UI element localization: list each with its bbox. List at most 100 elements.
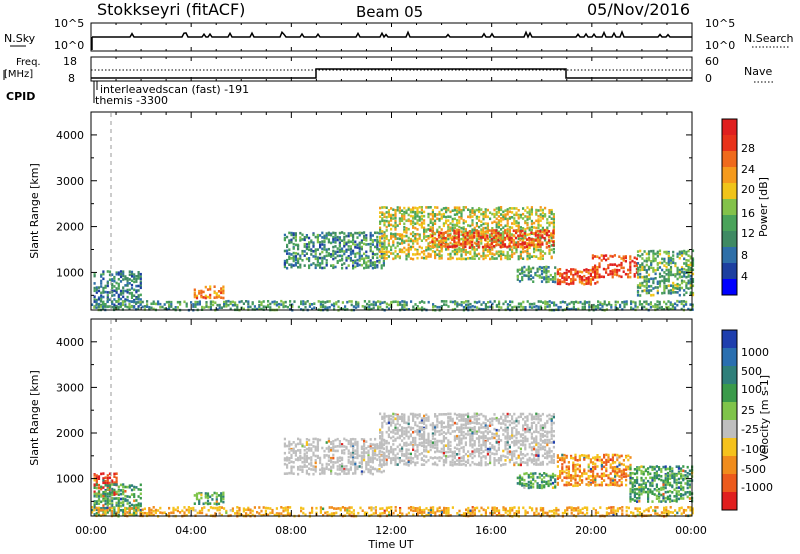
- range-cell: [541, 447, 544, 451]
- range-cell: [561, 276, 564, 280]
- range-cell: [544, 305, 547, 309]
- range-cell: [427, 244, 430, 248]
- range-cell: [414, 206, 417, 210]
- range-cell: [459, 242, 463, 246]
- range-cell: [517, 213, 520, 217]
- range-cell: [625, 300, 628, 303]
- range-cell: [685, 303, 688, 306]
- range-cell: [674, 262, 677, 265]
- range-cell: [380, 232, 383, 235]
- range-cell: [575, 308, 578, 311]
- range-cell: [334, 233, 337, 237]
- range-cell: [495, 441, 498, 444]
- range-cell: [412, 457, 415, 460]
- range-cell: [369, 236, 372, 239]
- range-cell: [535, 305, 538, 308]
- range-cell: [97, 499, 101, 502]
- range-cell: [460, 446, 463, 450]
- range-cell: [139, 300, 142, 304]
- range-cell: [685, 291, 688, 294]
- range-cell: [380, 236, 383, 240]
- range-cell: [484, 305, 487, 308]
- range-cell: [449, 460, 452, 464]
- range-cell: [552, 251, 555, 254]
- range-cell: [146, 300, 149, 303]
- range-cell: [460, 419, 463, 422]
- range-cell: [536, 245, 540, 249]
- range-cell: [347, 468, 350, 471]
- range-cell: [574, 270, 577, 274]
- range-cell: [108, 305, 111, 308]
- range-cell: [427, 450, 430, 454]
- range-cell: [508, 435, 511, 438]
- range-cell: [533, 457, 536, 460]
- range-cell: [420, 239, 423, 242]
- range-cell: [425, 239, 428, 242]
- range-cell: [572, 268, 575, 271]
- range-cell: [533, 250, 536, 254]
- range-cell: [451, 464, 454, 467]
- range-cell: [480, 451, 483, 455]
- range-cell: [394, 237, 397, 241]
- range-cell: [385, 441, 388, 445]
- range-cell: [456, 463, 459, 466]
- range-cell: [414, 253, 417, 256]
- range-cell: [645, 271, 648, 274]
- range-cell: [379, 226, 382, 230]
- range-cell: [111, 496, 114, 500]
- range-cell: [500, 217, 503, 220]
- range-cell: [319, 263, 322, 267]
- range-cell: [231, 303, 234, 307]
- range-cell: [495, 221, 498, 225]
- range-cell: [519, 256, 522, 260]
- range-cell: [394, 428, 397, 432]
- range-cell: [497, 223, 500, 227]
- range-cell: [333, 302, 336, 306]
- range-cell: [495, 213, 498, 216]
- range-cell: [480, 220, 483, 223]
- range-cell: [338, 456, 341, 459]
- range-cell: [449, 412, 452, 416]
- range-cell: [369, 261, 372, 265]
- range-cell: [416, 454, 419, 458]
- range-cell: [414, 217, 417, 220]
- range-cell: [412, 253, 415, 256]
- range-cell: [544, 307, 547, 311]
- range-cell: [639, 284, 642, 288]
- range-cell: [282, 305, 285, 309]
- range-cell: [475, 242, 478, 246]
- range-cell: [416, 209, 419, 212]
- range-cell: [374, 453, 377, 457]
- range-cell: [546, 230, 549, 233]
- range-cell: [427, 415, 430, 419]
- range-cell: [535, 237, 538, 240]
- range-cell: [218, 306, 221, 309]
- range-cell: [490, 234, 493, 237]
- range-cell: [478, 439, 481, 442]
- range-cell: [124, 303, 127, 306]
- range-cell: [360, 461, 363, 465]
- range-cell: [434, 428, 437, 432]
- range-cell: [385, 422, 388, 425]
- range-cell: [460, 456, 463, 459]
- range-cell: [371, 446, 374, 450]
- range-cell: [122, 286, 125, 289]
- range-cell: [464, 241, 467, 244]
- range-cell: [297, 245, 300, 248]
- range-cell: [390, 207, 393, 210]
- range-cell: [327, 463, 330, 466]
- range-cell: [641, 266, 644, 269]
- range-cell: [352, 305, 355, 308]
- range-cell: [552, 243, 555, 247]
- range-cell: [412, 239, 415, 242]
- range-cell: [480, 308, 483, 311]
- range-cell: [369, 242, 372, 246]
- range-cell: [387, 419, 390, 422]
- range-cell: [356, 456, 359, 460]
- range-cell: [371, 266, 374, 270]
- range-cell: [539, 255, 542, 258]
- range-cell: [416, 424, 419, 428]
- range-cell: [352, 456, 355, 459]
- range-cell: [667, 278, 670, 281]
- range-cell: [117, 504, 120, 508]
